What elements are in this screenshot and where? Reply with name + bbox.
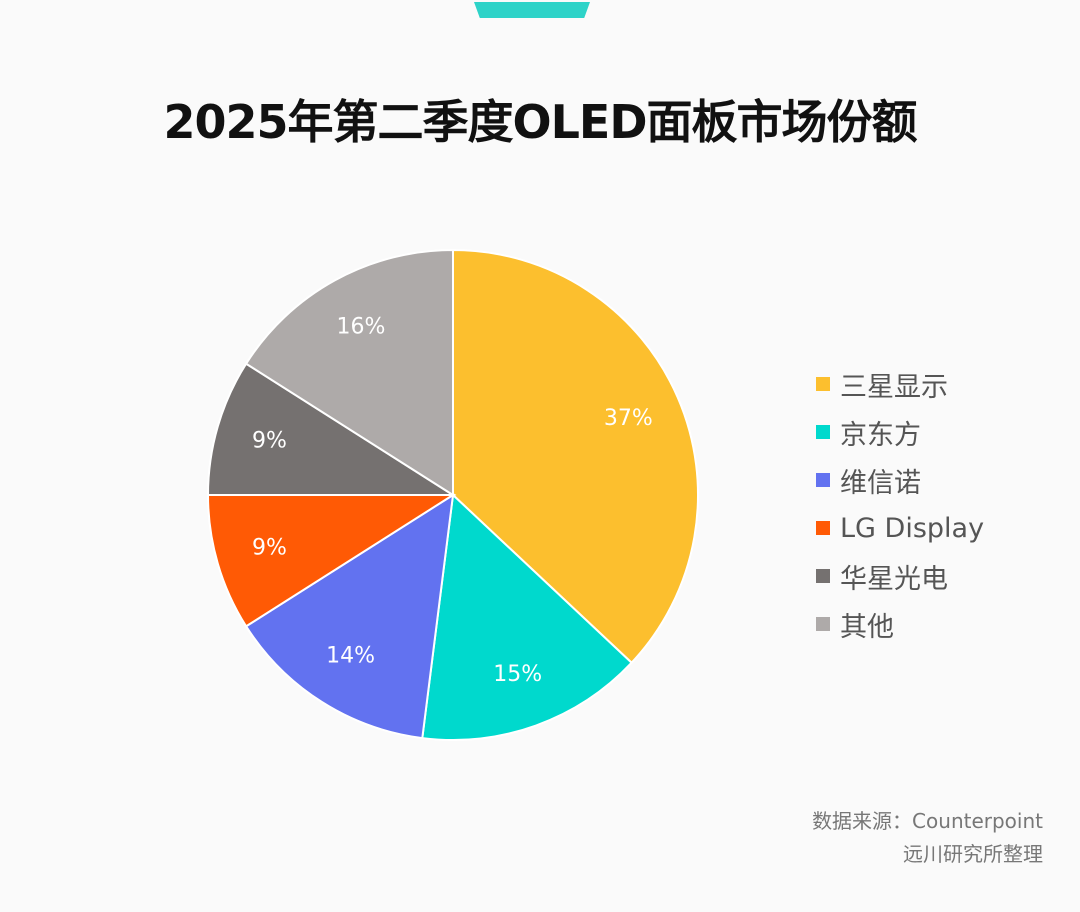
legend-item: 三星显示 (816, 360, 984, 408)
legend-swatch (816, 377, 830, 391)
source-line-2: 远川研究所整理 (903, 842, 1043, 866)
legend-label: 京东方 (840, 419, 921, 451)
pie-slice-4 (206, 362, 457, 496)
top-accent-bar (474, 2, 590, 18)
slice-data-label: 37% (604, 406, 653, 431)
legend-item: 其他 (816, 600, 984, 648)
slice-data-label: 15% (493, 662, 542, 687)
pie-slice-3 (206, 494, 457, 628)
legend: 三星显示京东方维信诺 LG Display 华星光电其他 (816, 360, 984, 648)
pie-slice-2 (244, 493, 455, 740)
pie-slice-1 (421, 492, 634, 741)
legend-label: LG Display (840, 512, 985, 544)
pie-slice-5 (244, 248, 454, 497)
source-note: 数据来源：Counterpoint 远川研究所整理 (812, 805, 1043, 871)
legend-item: 维信诺 (816, 456, 984, 504)
legend-label: 维信诺 (840, 467, 921, 499)
chart-title: 2025年第二季度OLED面板市场份额 (163, 95, 917, 149)
legend-swatch (816, 521, 830, 535)
legend-swatch (816, 569, 830, 583)
legend-label: 三星显示 (840, 371, 948, 403)
legend-label: 华星光电 (840, 563, 948, 595)
legend-item: 京东方 (816, 408, 984, 456)
legend-item: 华星光电 (816, 552, 984, 600)
slice-data-label: 14% (326, 643, 375, 668)
slice-data-label: 9% (252, 535, 287, 560)
source-line-1: 数据来源：Counterpoint (812, 809, 1043, 833)
legend-swatch (816, 425, 830, 439)
pie-slice-0 (452, 248, 699, 665)
legend-swatch (816, 617, 830, 631)
slice-data-label: 16% (336, 315, 385, 340)
legend-swatch (816, 473, 830, 487)
legend-item: LG Display (816, 504, 984, 552)
slice-data-label: 9% (252, 429, 287, 454)
legend-label: 其他 (840, 611, 894, 643)
